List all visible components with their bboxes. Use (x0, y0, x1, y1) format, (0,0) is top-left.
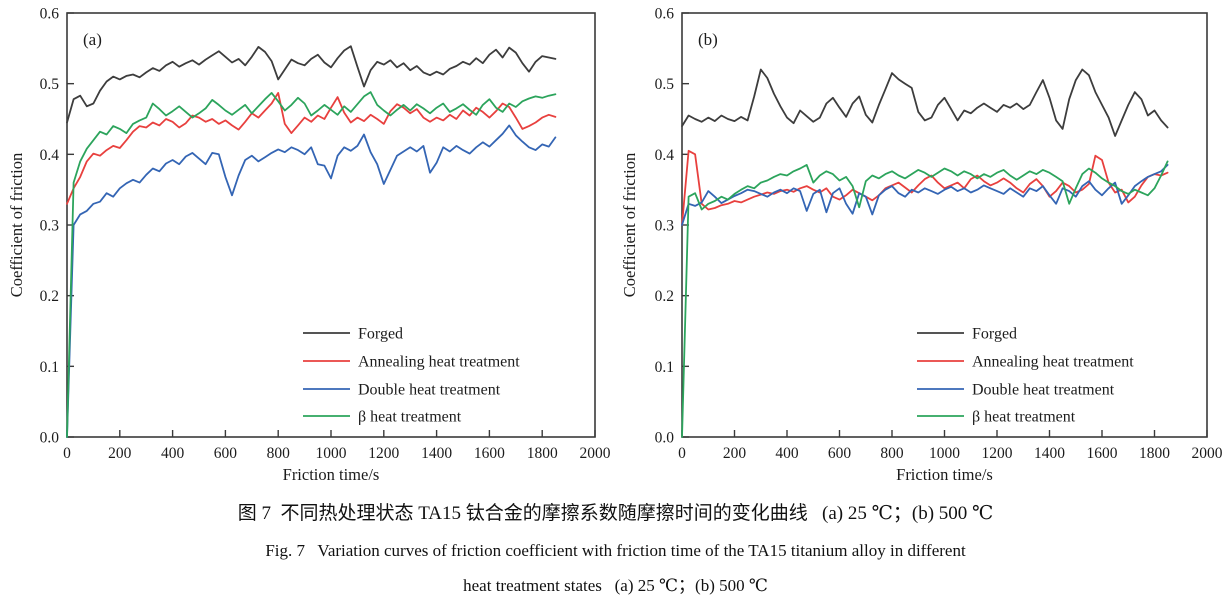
series-line--heat-treatment (681, 160, 1169, 438)
caption-line-english-2: heat treatment states (a) 25 ℃；(b) 500 ℃ (463, 576, 768, 595)
y-tick-label: 0.5 (40, 76, 60, 93)
y-tick-label: 0.4 (655, 147, 675, 164)
y-axis-label: Coefficient of friction (7, 153, 26, 297)
plot-border (681, 12, 1208, 438)
caption-line-chinese: 图 7 不同热处理状态 TA15 钛合金的摩擦系数随摩擦时间的变化曲线 (a) … (237, 503, 994, 524)
series-line--heat-treatment (66, 91, 557, 438)
x-tick-label: 1600 (1087, 445, 1118, 462)
x-tick-label: 1200 (368, 445, 399, 462)
x-tick-label: 1400 (421, 445, 452, 462)
x-tick-label: 200 (108, 445, 132, 462)
x-tick-label: 1800 (1139, 445, 1170, 462)
y-tick-label: 0.2 (655, 288, 674, 305)
panel-label: (b) (698, 30, 718, 49)
x-axis-label: Friction time/s (896, 465, 993, 484)
x-tick-label: 2000 (1192, 445, 1223, 462)
series-line-double-heat-treatment (66, 124, 557, 438)
legend-label: Annealing heat treatment (358, 354, 520, 371)
series-line-forged (681, 68, 1169, 137)
y-tick-label: 0.3 (655, 218, 675, 235)
y-tick-label: 0.5 (655, 76, 675, 93)
legend-label: β heat treatment (358, 409, 462, 426)
legend-label: Annealing heat treatment (972, 354, 1134, 371)
x-tick-label: 800 (267, 445, 291, 462)
legend-label: β heat treatment (972, 409, 1076, 426)
x-tick-label: 0 (63, 445, 71, 462)
y-tick-label: 0.6 (655, 6, 675, 23)
y-tick-label: 0.6 (40, 6, 60, 23)
x-tick-label: 600 (214, 445, 238, 462)
x-axis-label: Friction time/s (283, 465, 380, 484)
x-tick-label: 2000 (580, 445, 611, 462)
y-tick-label: 0.4 (40, 147, 60, 164)
y-tick-label: 0.1 (40, 359, 59, 376)
x-tick-label: 1000 (929, 445, 960, 462)
legend-label: Forged (358, 326, 403, 343)
x-tick-label: 1600 (474, 445, 505, 462)
x-tick-label: 0 (678, 445, 686, 462)
caption-line-english-1: Fig. 7 Variation curves of friction coef… (265, 541, 966, 560)
x-tick-label: 400 (775, 445, 799, 462)
y-tick-label: 0.2 (40, 288, 59, 305)
series-line-double-heat-treatment (681, 163, 1169, 226)
y-tick-label: 0.3 (40, 218, 60, 235)
x-tick-label: 1800 (527, 445, 558, 462)
x-tick-label: 200 (723, 445, 747, 462)
series-line-forged (66, 45, 557, 124)
figure-caption: 图 7 不同热处理状态 TA15 钛合金的摩擦系数随摩擦时间的变化曲线 (a) … (0, 497, 1231, 598)
legend-label: Forged (972, 326, 1017, 343)
panel-label: (a) (83, 30, 102, 49)
legend-label: Double heat treatment (358, 382, 501, 399)
plot-border (66, 12, 596, 438)
x-tick-label: 400 (161, 445, 185, 462)
y-axis-label: Coefficient of friction (620, 153, 639, 297)
x-tick-label: 1400 (1034, 445, 1065, 462)
chart-panel-a: 0.0 0.1 0.2 0.3 0.4 0.5 0.6 0 200 400 600 800 1000 12… (7, 6, 611, 485)
x-tick-label: 1200 (982, 445, 1013, 462)
y-tick-label: 0.1 (655, 359, 674, 376)
chart-panel-b: 0.0 0.1 0.2 0.3 0.4 0.5 0.6 0 200 400 600 800 1000 12… (620, 6, 1223, 485)
y-tick-label: 0.0 (655, 430, 675, 447)
x-tick-label: 600 (828, 445, 852, 462)
x-tick-label: 800 (880, 445, 904, 462)
x-tick-label: 1000 (316, 445, 347, 462)
legend-label: Double heat treatment (972, 382, 1115, 399)
y-tick-label: 0.0 (40, 430, 60, 447)
series-line-annealing-heat-treatment (66, 92, 557, 205)
